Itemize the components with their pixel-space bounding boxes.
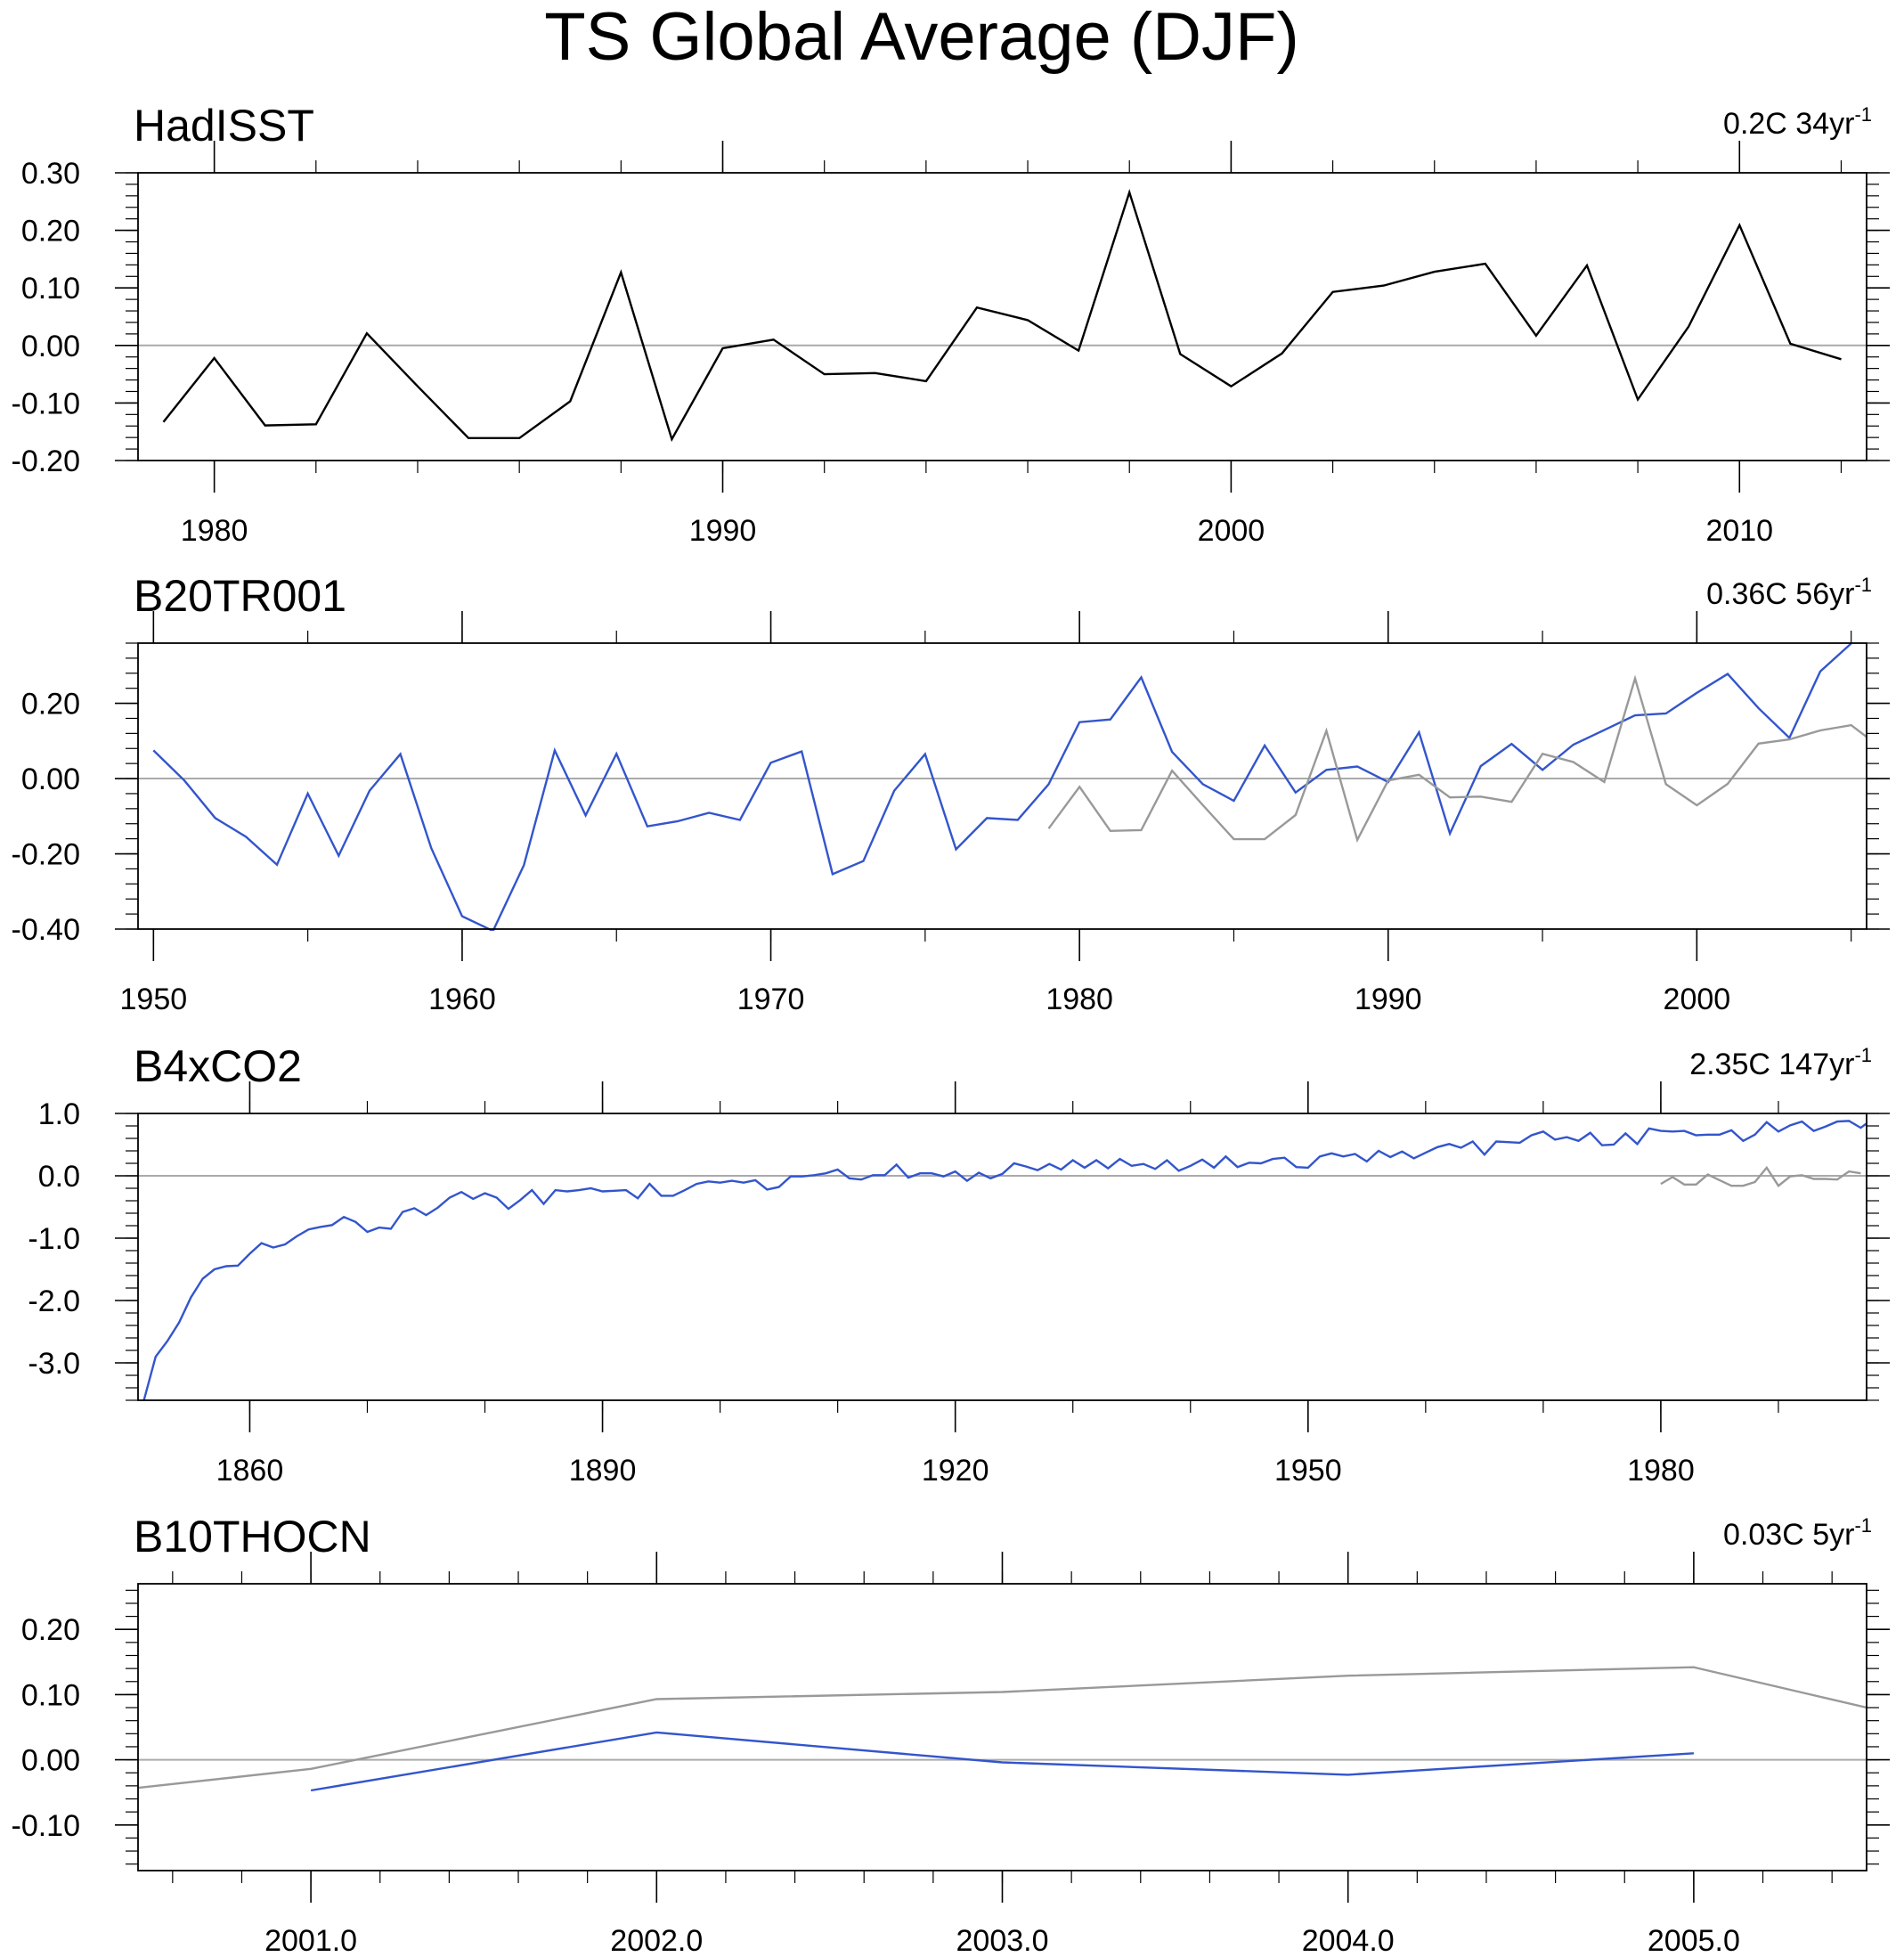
x-tick-label: 1980 [1046, 983, 1113, 1016]
x-tick-label: 1890 [569, 1454, 637, 1488]
plot-frame [137, 1113, 1867, 1401]
y-tick-label: 0.20 [21, 1613, 80, 1647]
series-line-b20tr001 [152, 642, 1852, 931]
x-tick-label: 2003.0 [956, 1924, 1049, 1957]
plot-frame [137, 642, 1867, 930]
y-tick-label: -0.20 [12, 444, 81, 478]
panel-b20tr001: B20TR001 0.36C 56yr-1 0.20 0.00 -0.20 -0.40 19… [12, 571, 1890, 1016]
x-tick-label: 1990 [689, 514, 757, 548]
x-tick-label: 2005.0 [1648, 1924, 1740, 1957]
x-tick-label: 1920 [922, 1454, 989, 1488]
y-tick-label: -3.0 [28, 1347, 80, 1381]
trend-label: 0.36C 56yr-1 [1706, 574, 1872, 611]
trend-label: 0.2C 34yr-1 [1723, 103, 1872, 141]
panel-title: B10THOCN [134, 1512, 371, 1562]
trend-exponent: -1 [1854, 103, 1872, 126]
y-tick-label: -1.0 [28, 1222, 80, 1256]
series-line-hadisst [138, 1666, 1867, 1790]
x-tick-label: 2000 [1198, 514, 1265, 548]
trend-label: 2.35C 147yr-1 [1689, 1044, 1872, 1081]
series-line-hadisst [162, 189, 1842, 443]
panel-b10thocn: B10THOCN 0.03C 5yr-1 0.20 0.10 0.00 -0.10 2001… [12, 1512, 1890, 1957]
panel-title: HadISST [134, 101, 314, 151]
y-tick-label: 0.00 [21, 762, 80, 796]
plot-frame [137, 172, 1867, 461]
trend-label: 0.03C 5yr-1 [1723, 1514, 1872, 1552]
trend-value: 0.2C 34yr [1723, 107, 1854, 141]
series-line-hadisst [1047, 674, 1867, 844]
y-tick-label: 0.20 [21, 688, 80, 722]
panel-hadisst: HadISST 0.2C 34yr-1 0.30 0.20 0.10 0.00 -0.10 -… [12, 101, 1890, 548]
series-line-b4xco2 [142, 1120, 1867, 1401]
y-tick-label: 0.20 [21, 215, 80, 249]
figure-title: TS Global Average (DJF) [544, 0, 1299, 75]
trend-value: 0.03C 5yr [1723, 1518, 1854, 1552]
x-tick-label: 1980 [1627, 1454, 1695, 1488]
y-tick-label: -0.10 [12, 1809, 81, 1843]
x-tick-label: 2002.0 [610, 1924, 703, 1957]
x-tick-label: 1860 [216, 1454, 284, 1488]
y-tick-label: 0.00 [21, 330, 80, 363]
x-tick-label: 2010 [1705, 514, 1773, 548]
x-tick-label: 2001.0 [264, 1924, 357, 1957]
x-tick-label: 1950 [120, 983, 188, 1016]
x-tick-label: 1960 [428, 983, 496, 1016]
trend-exponent: -1 [1854, 1044, 1872, 1066]
y-tick-label: -0.10 [12, 387, 81, 420]
trend-exponent: -1 [1854, 574, 1872, 596]
y-tick-label: 1.0 [38, 1097, 80, 1131]
y-tick-label: -0.40 [12, 913, 81, 947]
series-line-b10thocn [310, 1731, 1694, 1792]
y-tick-label: 0.0 [38, 1160, 80, 1194]
plot-frame [137, 1583, 1867, 1871]
x-tick-label: 1950 [1274, 1454, 1342, 1488]
trend-exponent: -1 [1854, 1514, 1872, 1537]
y-tick-label: -2.0 [28, 1284, 80, 1318]
trend-value: 0.36C 56yr [1706, 577, 1854, 611]
x-tick-label: 2004.0 [1302, 1924, 1395, 1957]
series-line-hadisst [1660, 1165, 1861, 1187]
trend-value: 2.35C 147yr [1689, 1048, 1854, 1081]
y-tick-label: 0.10 [21, 272, 80, 306]
x-tick-label: 1980 [181, 514, 248, 548]
panel-title: B20TR001 [134, 571, 346, 621]
x-tick-label: 1970 [737, 983, 805, 1016]
panel-b4xco2: B4xCO2 2.35C 147yr-1 1.0 0.0 -1.0 -2.0 -3.0 186… [28, 1041, 1890, 1488]
y-tick-label: 0.30 [21, 157, 80, 191]
y-tick-label: -0.20 [12, 838, 81, 872]
x-tick-label: 2000 [1664, 983, 1731, 1016]
panel-title: B4xCO2 [134, 1041, 302, 1091]
y-tick-label: 0.10 [21, 1678, 80, 1712]
x-tick-label: 1990 [1355, 983, 1422, 1016]
y-tick-label: 0.00 [21, 1744, 80, 1778]
